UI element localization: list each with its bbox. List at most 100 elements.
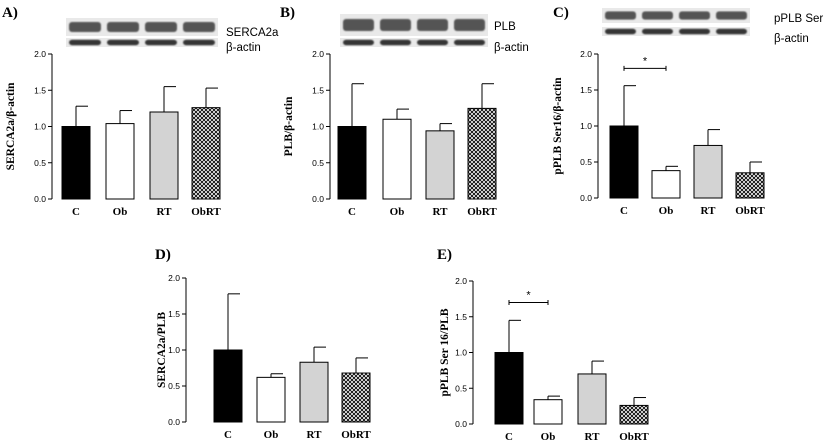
y-tick-label: 2.0: [580, 49, 592, 59]
y-axis-label: PLB/β-actin: [283, 96, 295, 156]
category-label-Ob: Ob: [541, 431, 556, 443]
panel-label: E): [437, 247, 452, 263]
blot-band: [454, 39, 485, 46]
blot-band: [679, 28, 710, 35]
y-tick-label: 1.0: [312, 122, 324, 132]
y-tick-label: 2.0: [455, 276, 467, 286]
y-tick-label: 1.5: [312, 85, 324, 95]
bar-RT: [425, 130, 455, 200]
category-label-ObRT: ObRT: [467, 206, 497, 218]
blot-band: [145, 39, 177, 46]
y-axis-label: SERCA2a/PLB: [156, 312, 168, 388]
category-label-Ob: Ob: [659, 205, 674, 217]
blot-band: [183, 22, 215, 32]
category-label-C: C: [72, 206, 80, 218]
bar-C: [337, 126, 367, 200]
y-tick-label: 1.0: [580, 121, 592, 131]
blot-band: [343, 18, 374, 32]
y-tick-label: 0.0: [455, 419, 467, 429]
blot-label: PLB: [494, 21, 516, 33]
blot-band: [107, 22, 139, 32]
blot-band: [145, 22, 177, 32]
y-tick-label: 0.0: [34, 194, 46, 204]
category-label-Ob: Ob: [113, 206, 128, 218]
blot-band: [107, 39, 139, 46]
bar-RT: [149, 111, 179, 200]
y-tick-label: 0.5: [34, 158, 46, 168]
y-tick-label: 0.5: [312, 158, 324, 168]
bar-ObRT: [619, 404, 649, 425]
bar-RT: [693, 144, 723, 199]
bar-Ob: [256, 376, 286, 423]
category-label-C: C: [505, 431, 513, 443]
blot-band: [605, 28, 636, 35]
y-tick-label: 2.0: [34, 49, 46, 59]
category-label-C: C: [224, 429, 232, 441]
blot-band: [380, 39, 411, 46]
blot-strip-bg: [340, 38, 488, 47]
blot-band: [716, 28, 747, 35]
panel-label: A): [2, 5, 18, 21]
bar-ObRT: [191, 107, 221, 200]
bar-C: [61, 126, 91, 200]
blot-label: β-actin: [226, 42, 261, 54]
y-tick-label: 0.5: [455, 383, 467, 393]
blot-band: [642, 28, 673, 35]
bar-Ob: [533, 399, 563, 425]
y-tick-label: 0.0: [580, 193, 592, 203]
y-tick-label: 1.0: [168, 345, 180, 355]
y-tick-label: 2.0: [312, 49, 324, 59]
blot-label: pPLB Ser: [774, 13, 823, 25]
blot-band: [716, 11, 747, 20]
y-tick-label: 0.5: [168, 381, 180, 391]
significance-star: *: [526, 289, 531, 301]
y-axis-label: SERCA2a/β-actin: [5, 82, 17, 170]
bar-ObRT: [467, 107, 497, 200]
blot-band: [380, 18, 411, 32]
category-label-C: C: [620, 205, 628, 217]
category-label-ObRT: ObRT: [735, 205, 765, 217]
bar-Ob: [651, 170, 681, 199]
category-label-RT: RT: [307, 429, 323, 441]
category-label-Ob: Ob: [390, 206, 405, 218]
western-blot: PLB β-actin: [340, 14, 529, 54]
y-axis-label: pPLB Ser16/β-actin: [552, 77, 564, 175]
blot-band: [417, 39, 448, 46]
y-tick-label: 2.0: [168, 273, 180, 283]
y-tick-label: 1.5: [168, 309, 180, 319]
bar-C: [494, 352, 524, 425]
blot-band: [69, 39, 101, 46]
western-blot: pPLB Ser β-actin: [602, 8, 823, 45]
category-label-RT: RT: [701, 205, 717, 217]
category-label-RT: RT: [157, 206, 173, 218]
panel-label: B): [280, 5, 295, 21]
y-tick-label: 1.0: [455, 348, 467, 358]
category-label-RT: RT: [585, 431, 601, 443]
blot-strip-bg: [602, 27, 750, 36]
y-tick-label: 1.5: [455, 312, 467, 322]
category-label-ObRT: ObRT: [619, 431, 649, 443]
bar-RT: [299, 361, 329, 423]
y-tick-label: 1.5: [34, 85, 46, 95]
blot-band: [605, 11, 636, 20]
bar-ObRT: [341, 372, 371, 423]
significance-star: *: [643, 55, 648, 67]
y-tick-label: 1.5: [580, 85, 592, 95]
blot-band: [454, 18, 485, 32]
blot-label: β-actin: [774, 33, 809, 45]
blot-label: β-actin: [494, 42, 529, 54]
category-label-Ob: Ob: [264, 429, 279, 441]
blot-label: SERCA2a: [226, 27, 279, 39]
bar-Ob: [105, 123, 135, 200]
bar-ObRT: [735, 172, 765, 199]
blot-strip-bg: [340, 14, 488, 36]
bar-Ob: [382, 118, 412, 200]
blot-band: [679, 11, 710, 20]
y-axis-label: pPLB Ser 16/PLB: [439, 308, 451, 396]
